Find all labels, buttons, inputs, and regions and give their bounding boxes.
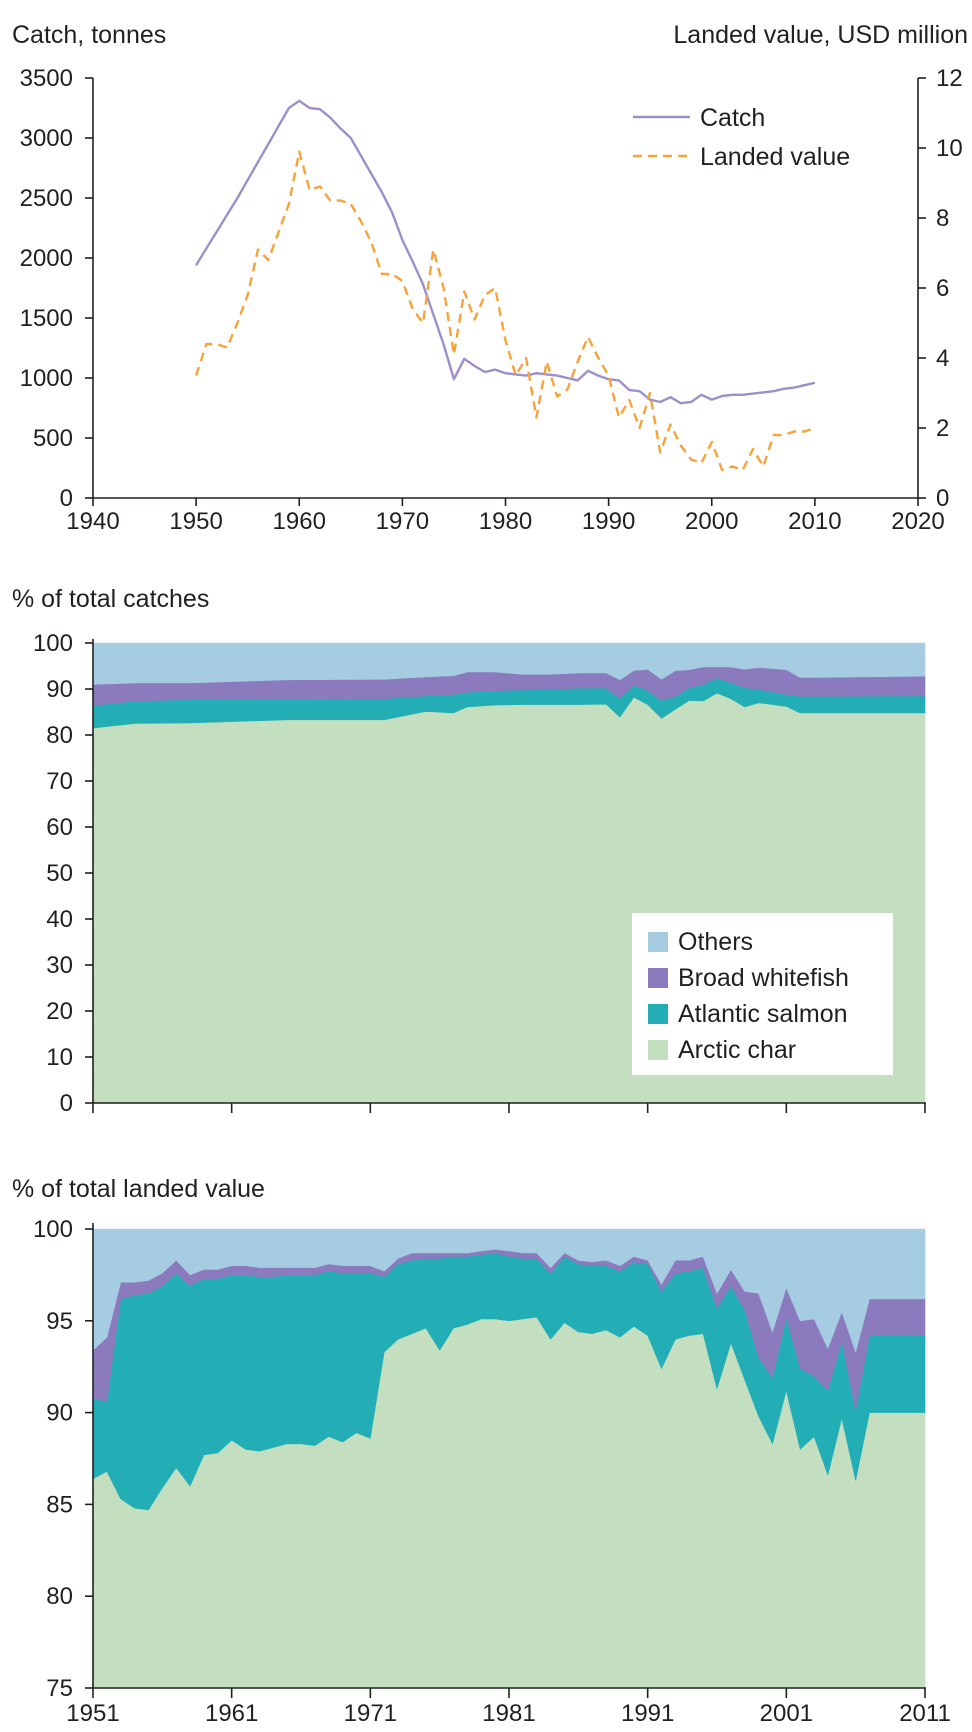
y-tick-label: 75 <box>46 1675 73 1702</box>
legend-label-arctic-char: Arctic char <box>678 1036 796 1064</box>
x-tick-label: 1961 <box>205 1700 258 1727</box>
legend: Catch Landed value <box>633 104 850 171</box>
x-tick-label: 1951 <box>66 1700 119 1727</box>
x-tick-label: 1991 <box>621 1700 674 1727</box>
x-tick-label: 1990 <box>582 508 635 535</box>
catch-share-panel: % of total catches 0 10 20 30 40 50 60 70 80 90 10… <box>12 585 926 1117</box>
x-tick-label: 1970 <box>376 508 429 535</box>
legend-label-landed-value: Landed value <box>700 143 850 171</box>
y-tick-label-right: 10 <box>936 135 963 162</box>
y-tick-label: 30 <box>46 952 73 979</box>
x-tick-label: 2010 <box>788 508 841 535</box>
y-tick-label: 90 <box>46 676 73 703</box>
y-tick-label: 100 <box>33 1216 73 1243</box>
y-tick-label-right: 0 <box>936 485 949 512</box>
legend-swatch-atlantic-salmon <box>648 1004 668 1024</box>
y-tick-label-left: 0 <box>60 485 73 512</box>
y-tick-label: 70 <box>46 768 73 795</box>
area-series-group <box>92 1228 926 1689</box>
x-tick-label: 1981 <box>482 1700 535 1727</box>
y-tick-label: 0 <box>60 1090 73 1117</box>
y-tick-label-left: 3500 <box>20 65 73 92</box>
y-tick-label: 80 <box>46 1583 73 1610</box>
axis-ticks: 75 80 85 90 95 100 1951 1961 1971 1981 1991 2001 201… <box>33 1216 951 1727</box>
y-axis-label: % of total landed value <box>12 1175 265 1203</box>
y-tick-label: 85 <box>46 1491 73 1518</box>
y-tick-label: 10 <box>46 1044 73 1071</box>
area-others <box>92 642 926 685</box>
x-tick-label: 1960 <box>273 508 326 535</box>
y-tick-label-right: 6 <box>936 275 949 302</box>
y-tick-label-left: 1000 <box>20 365 73 392</box>
y-axis-label-right: Landed value, USD million <box>673 21 968 49</box>
x-tick-label: 1980 <box>479 508 532 535</box>
x-tick-label: 1971 <box>344 1700 397 1727</box>
x-tick-label: 1940 <box>66 508 119 535</box>
legend-swatch-arctic-char <box>648 1040 668 1060</box>
legend-box <box>632 913 893 1075</box>
y-axis-label: % of total catches <box>12 585 209 613</box>
y-tick-label-left: 500 <box>33 425 73 452</box>
line-chart-panel: Catch, tonnes Landed value, USD million … <box>12 21 968 535</box>
y-tick-label: 20 <box>46 998 73 1025</box>
y-tick-label-left: 3000 <box>20 125 73 152</box>
legend-label-broad-whitefish: Broad whitefish <box>678 964 849 992</box>
legend-label-catch: Catch <box>700 104 765 132</box>
y-tick-label: 80 <box>46 722 73 749</box>
y-tick-label-left: 1500 <box>20 305 73 332</box>
y-tick-label: 95 <box>46 1308 73 1335</box>
y-tick-label: 50 <box>46 860 73 887</box>
x-tick-label: 1950 <box>169 508 222 535</box>
y-tick-label-right: 4 <box>936 345 949 372</box>
y-tick-label-right: 8 <box>936 205 949 232</box>
series-line-landed-value <box>194 150 816 472</box>
legend: Others Broad whitefish Atlantic salmon A… <box>632 913 893 1075</box>
x-tick-label: 2011 <box>899 1700 951 1727</box>
y-tick-label-right: 12 <box>936 65 963 92</box>
value-share-panel: % of total landed value 75 80 85 90 95 100 195… <box>12 1175 951 1727</box>
legend-swatch-others <box>648 932 668 952</box>
axis-ticks: 0 10 20 30 40 50 60 70 80 90 100 <box>33 630 926 1117</box>
series-line-catch <box>195 99 816 405</box>
y-tick-label: 40 <box>46 906 73 933</box>
x-tick-label: 2001 <box>760 1700 813 1727</box>
line-series-group <box>194 99 816 472</box>
y-axis-label-left: Catch, tonnes <box>12 21 166 49</box>
axis-ticks: 1940 1950 1960 1970 1980 1990 2000 2010 20200500… <box>20 65 963 535</box>
y-tick-label: 60 <box>46 814 73 841</box>
y-tick-label: 90 <box>46 1400 73 1427</box>
x-tick-label: 2020 <box>891 508 944 535</box>
legend-label-atlantic-salmon: Atlantic salmon <box>678 1000 848 1028</box>
y-tick-label-left: 2500 <box>20 185 73 212</box>
area-others <box>92 1228 926 1354</box>
legend-label-others: Others <box>678 928 753 956</box>
y-tick-label: 100 <box>33 630 73 657</box>
x-tick-label: 2000 <box>685 508 738 535</box>
y-tick-label-left: 2000 <box>20 245 73 272</box>
legend-swatch-broad-whitefish <box>648 968 668 988</box>
y-tick-label-right: 2 <box>936 415 949 442</box>
